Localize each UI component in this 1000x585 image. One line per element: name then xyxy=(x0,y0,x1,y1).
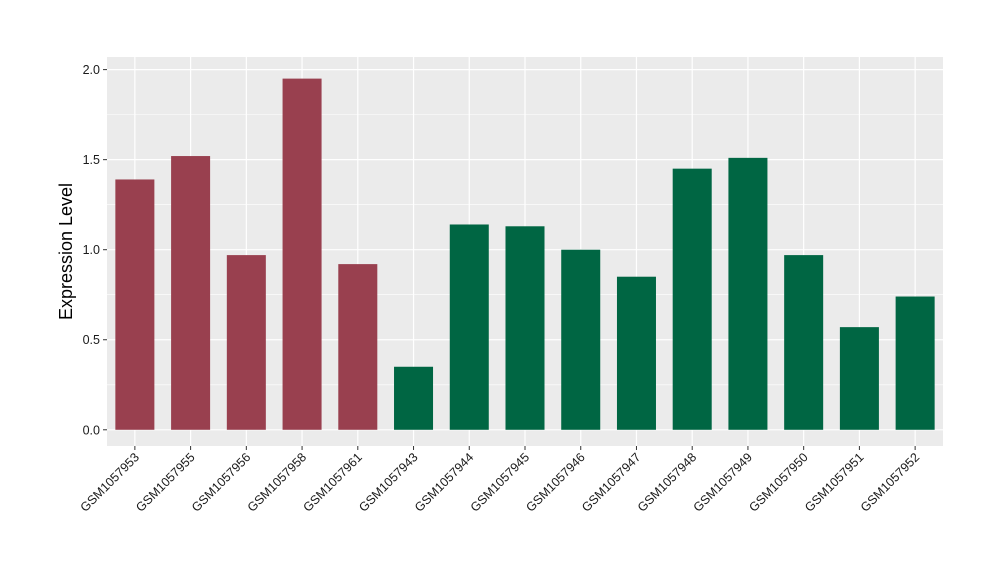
x-tick-label: GSM1057952 xyxy=(858,450,922,514)
x-axis: GSM1057953GSM1057955GSM1057956GSM1057958… xyxy=(78,446,922,515)
bar-GSM1057950 xyxy=(784,255,824,430)
bar-GSM1057958 xyxy=(282,78,322,430)
y-tick-label: 0.0 xyxy=(83,423,100,437)
bar-GSM1057944 xyxy=(449,224,489,430)
y-tick-label: 1.0 xyxy=(83,243,100,257)
bar-GSM1057945 xyxy=(505,226,545,430)
bar-GSM1057943 xyxy=(394,366,434,430)
bar-GSM1057946 xyxy=(561,249,601,430)
y-tick-label: 0.5 xyxy=(83,333,100,347)
bar-GSM1057953 xyxy=(115,179,155,430)
bar-GSM1057951 xyxy=(839,327,879,430)
bar-GSM1057961 xyxy=(338,264,378,430)
bar-GSM1057955 xyxy=(171,156,211,430)
bar-GSM1057956 xyxy=(226,255,266,430)
bar-GSM1057947 xyxy=(616,276,656,430)
y-axis-title: Expression Level xyxy=(56,183,76,320)
bar-GSM1057952 xyxy=(895,296,935,430)
bar-GSM1057948 xyxy=(672,168,712,430)
y-tick-label: 1.5 xyxy=(83,153,100,167)
bar-GSM1057949 xyxy=(728,157,768,430)
y-tick-label: 2.0 xyxy=(83,63,100,77)
y-axis: 0.0 0.5 1.0 1.5 2.0 xyxy=(83,63,107,437)
bars xyxy=(115,78,935,430)
